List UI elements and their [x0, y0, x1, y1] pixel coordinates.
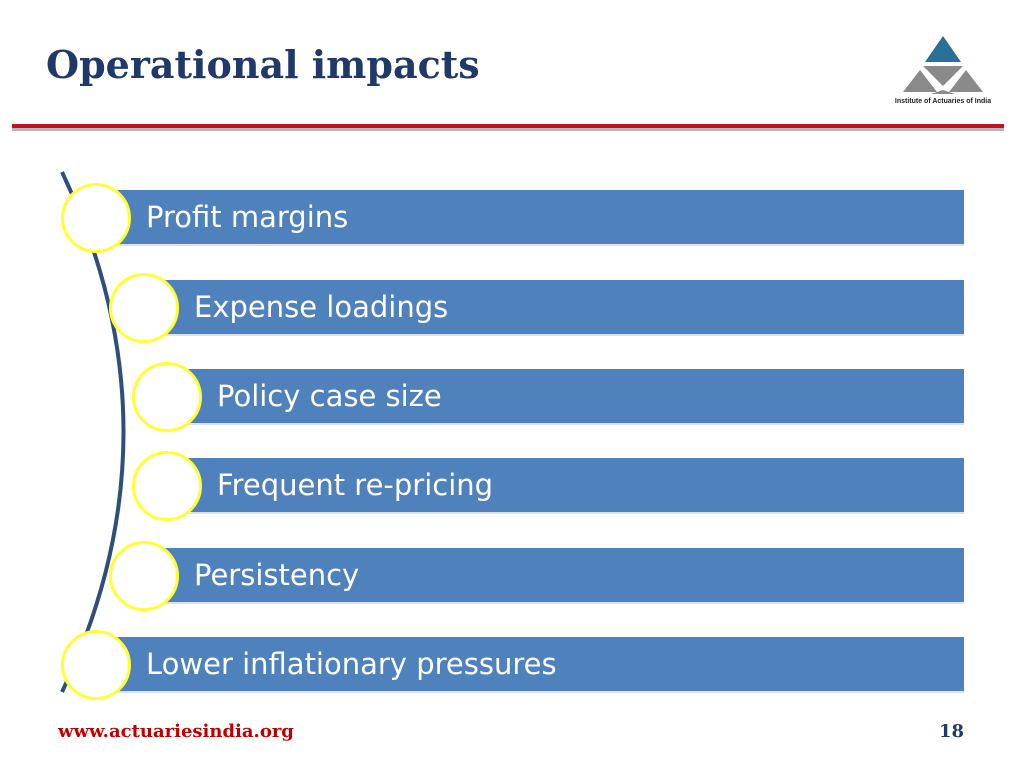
page-number: 18	[938, 721, 964, 742]
header-rule	[12, 124, 1004, 128]
list-item-label: Persistency	[194, 558, 360, 592]
list-item-bar: Policy case size	[167, 369, 964, 425]
list-item-label: Expense loadings	[194, 290, 449, 324]
list-item-bar: Frequent re-pricing	[167, 458, 964, 514]
list-item-bar: Profit margins	[96, 190, 964, 246]
list-item-bar: Persistency	[144, 548, 964, 604]
list-item-label: Profit margins	[146, 200, 349, 234]
list-item-label: Policy case size	[217, 379, 442, 413]
list-item-marker	[132, 362, 202, 432]
footer-website-link[interactable]: www.actuariesindia.org	[58, 721, 294, 742]
list-item-label: Frequent re-pricing	[217, 468, 494, 502]
logo-caption: Institute of Actuaries of India	[894, 98, 992, 105]
list-item-marker	[61, 183, 131, 253]
list-item-bar: Expense loadings	[144, 280, 964, 336]
list-item-marker	[109, 541, 179, 611]
list-item-marker	[109, 273, 179, 343]
list-item-marker	[61, 630, 131, 700]
slide-title: Operational impacts	[46, 42, 480, 87]
institute-logo-icon	[903, 36, 983, 94]
list-item-bar: Lower inflationary pressures	[96, 637, 964, 693]
header-rule-shadow	[12, 128, 1004, 131]
list-item-label: Lower inflationary pressures	[146, 647, 557, 681]
list-item-marker	[132, 451, 202, 521]
